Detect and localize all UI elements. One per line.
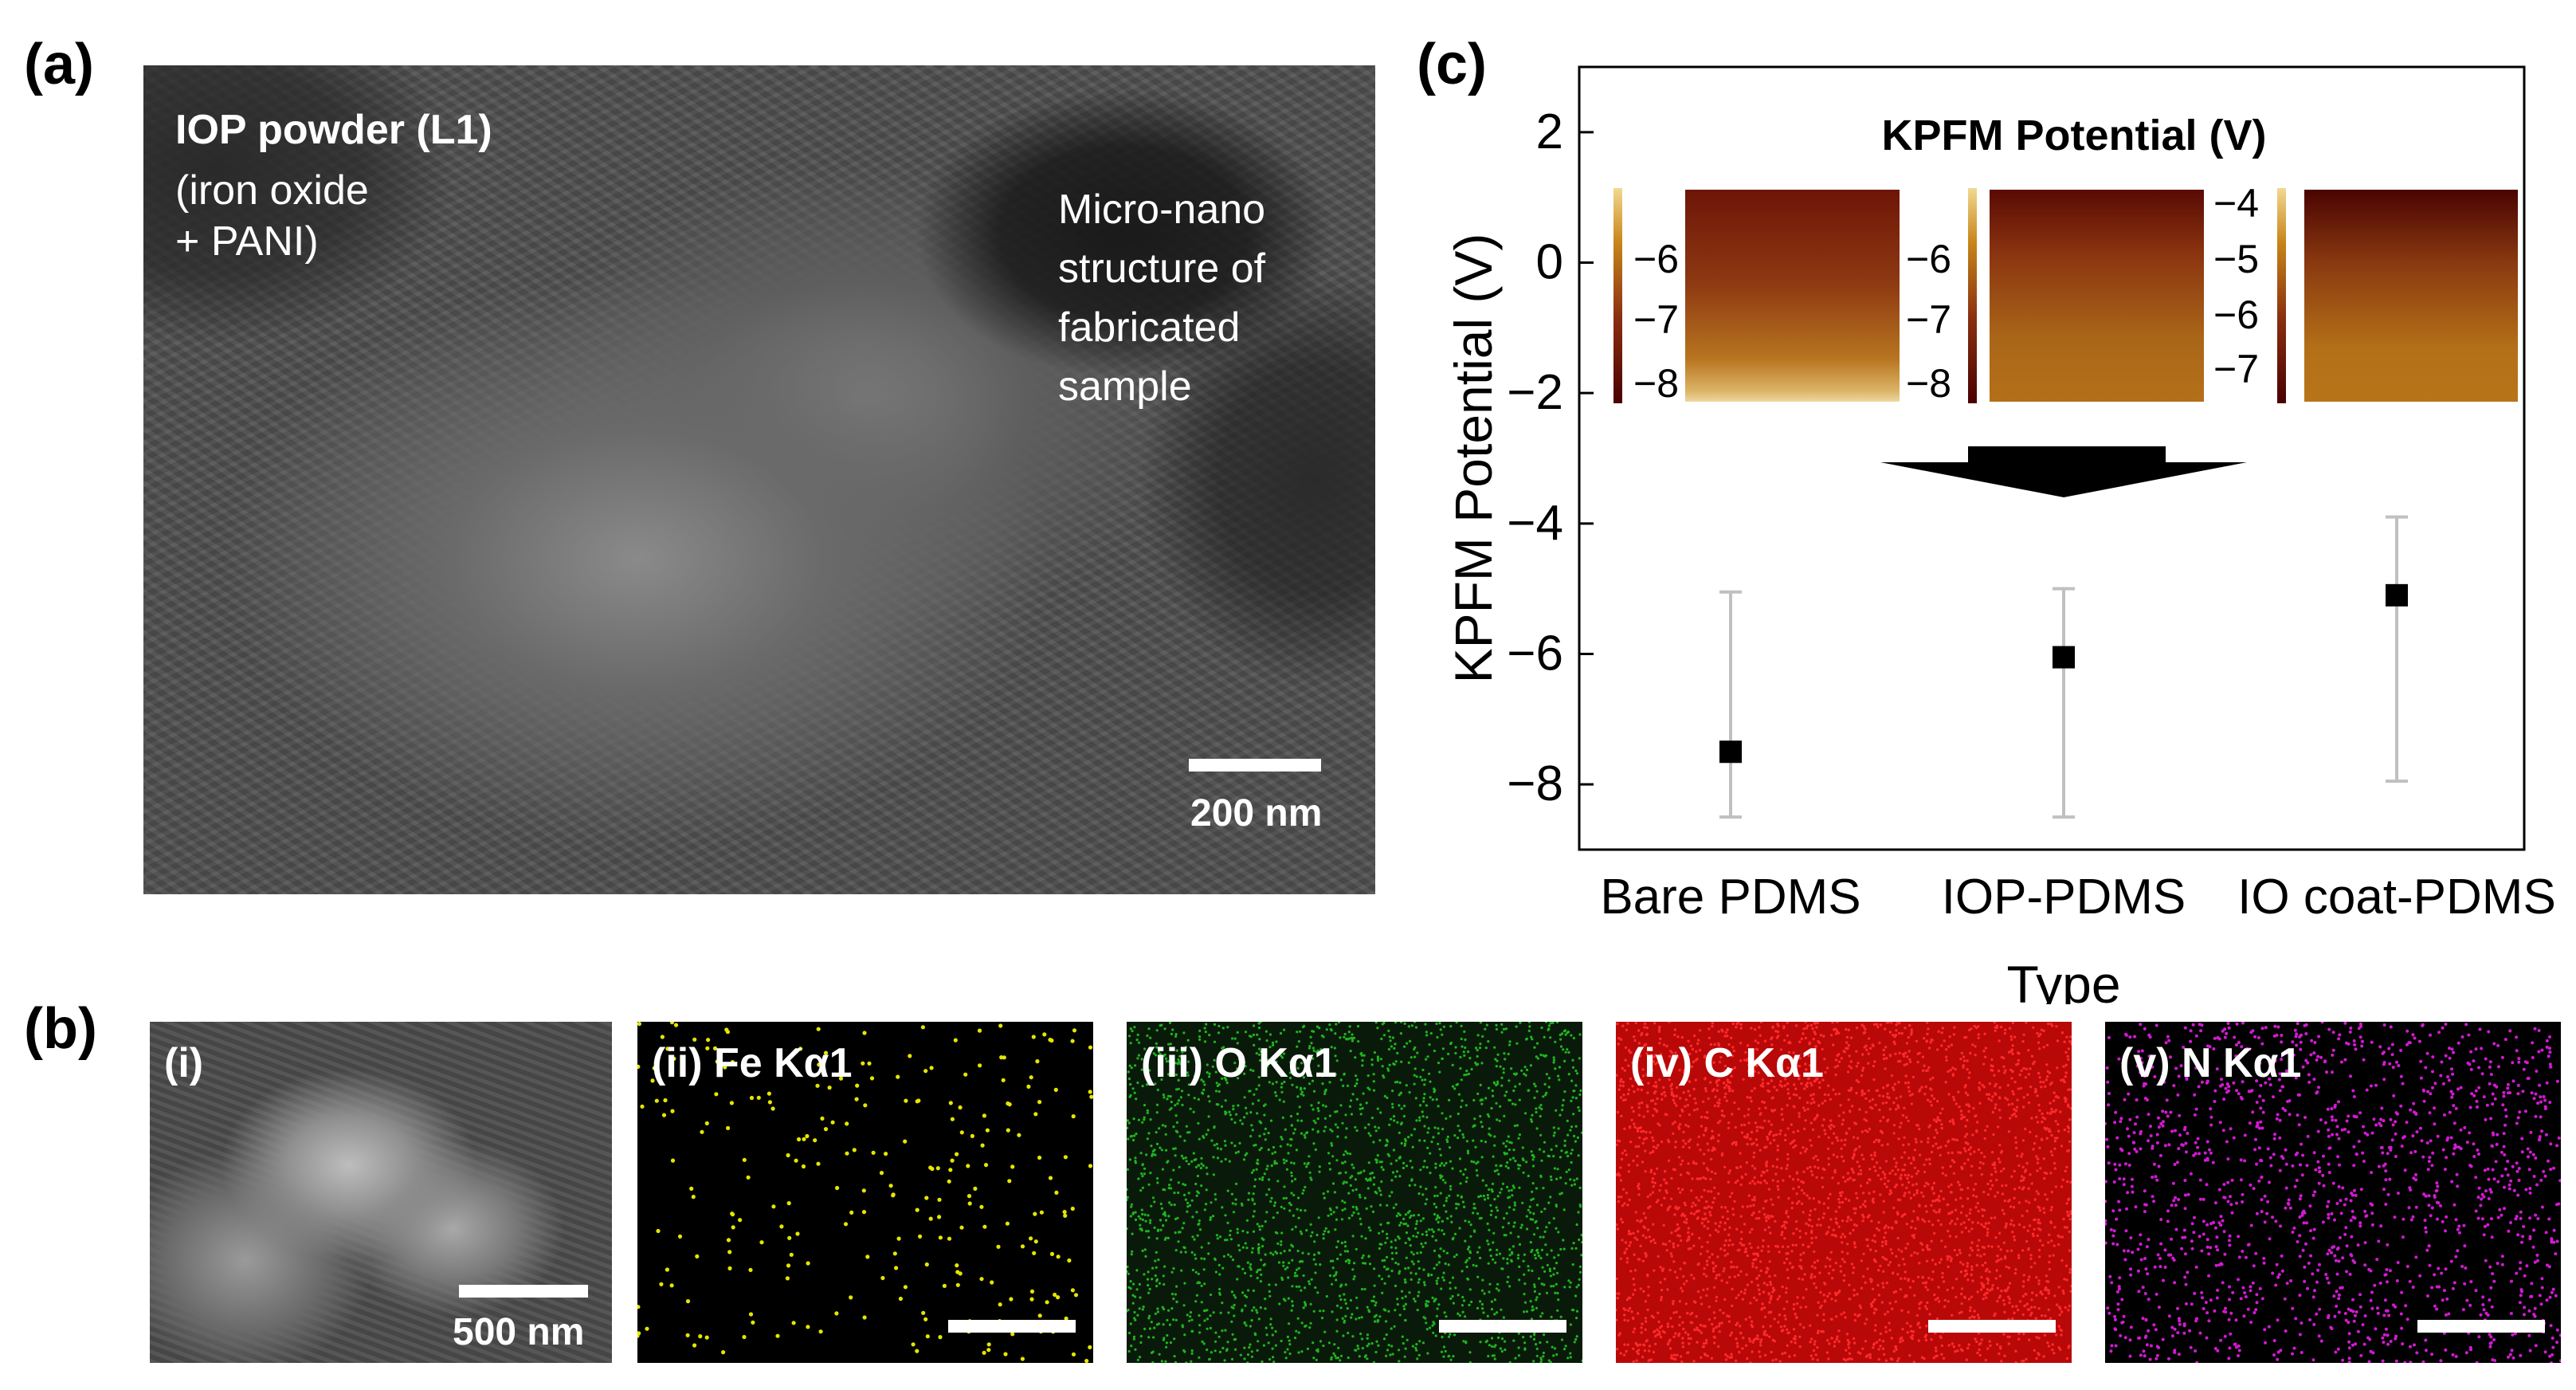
panel-c-letter: (c) bbox=[1417, 33, 1487, 96]
eds-tile-c: (iv) C Kα1 bbox=[1616, 1022, 2072, 1363]
colorbar-2 bbox=[1968, 188, 1977, 403]
sem-subtitle-1: (iron oxide bbox=[175, 167, 369, 214]
eds-tile-fe: (ii) Fe Kα1 bbox=[637, 1022, 1093, 1363]
scale-bar-500nm bbox=[459, 1285, 588, 1298]
eds-tile-sem: (i) 500 nm bbox=[150, 1022, 612, 1363]
panel-b-letter: (b) bbox=[24, 997, 97, 1061]
eds-label-o: (iii) O Kα1 bbox=[1141, 1040, 1337, 1086]
data-point-marker bbox=[2386, 583, 2408, 607]
eds-tile-n: (v) N Kα1 bbox=[2105, 1022, 2561, 1363]
data-point-marker bbox=[1719, 740, 1742, 764]
data-markers bbox=[1719, 583, 2408, 764]
kpfm-map-3 bbox=[2304, 190, 2518, 402]
scale-bar-n bbox=[2417, 1320, 2545, 1333]
colorbar-1 bbox=[1613, 188, 1622, 403]
y-axis-label: KPFM Potential (V) bbox=[1444, 234, 1503, 684]
inset-title: KPFM Potential (V) bbox=[1882, 112, 2267, 159]
y-tick-label: −2 bbox=[1507, 365, 1563, 420]
scale-label-500nm: 500 nm bbox=[453, 1311, 585, 1353]
y-axis-ticks: 2 0 −2 −4 −6 −8 bbox=[1507, 104, 1594, 811]
sem-note-4: sample bbox=[1058, 363, 1192, 410]
colorbar-2-tick: −6 bbox=[1906, 237, 1951, 281]
x-axis-label: Type bbox=[2006, 955, 2120, 1004]
sem-title: IOP powder (L1) bbox=[175, 107, 492, 153]
x-tick-label: Bare PDMS bbox=[1600, 870, 1860, 925]
eds-label-c: (iv) C Kα1 bbox=[1630, 1040, 1824, 1086]
kpfm-chart: 2 0 −2 −4 −6 −8 Bare PDMS IOP-PDMS IO coat-PDMS… bbox=[1444, 65, 2556, 1004]
x-tick-label: IO coat-PDMS bbox=[2237, 870, 2556, 925]
eds-dots-c bbox=[1616, 1022, 2072, 1363]
colorbar-2-tick: −8 bbox=[1906, 361, 1951, 406]
data-point-marker bbox=[2053, 646, 2075, 669]
plot-frame bbox=[1578, 65, 2526, 851]
colorbar-3-tick: −5 bbox=[2213, 237, 2259, 281]
eds-label-fe: (ii) Fe Kα1 bbox=[652, 1040, 853, 1086]
eds-label-sem: (i) bbox=[164, 1040, 204, 1086]
x-axis-ticks: Bare PDMS IOP-PDMS IO coat-PDMS bbox=[1600, 870, 2555, 925]
colorbar-3-tick: −4 bbox=[2213, 181, 2259, 226]
trend-arrow-icon bbox=[1880, 446, 2247, 497]
kpfm-map-1 bbox=[1685, 190, 1900, 402]
y-tick-label: 2 bbox=[1536, 104, 1563, 159]
y-tick-label: −8 bbox=[1507, 756, 1563, 811]
scale-bar-c bbox=[1928, 1320, 2056, 1333]
panel-a-letter: (a) bbox=[24, 33, 94, 96]
kpfm-map-io-coat-pdms: −4 −5 −6 −7 bbox=[2213, 181, 2518, 403]
y-tick-label: −6 bbox=[1507, 626, 1563, 681]
colorbar-3 bbox=[2277, 188, 2286, 403]
sem-note-1: Micro-nano bbox=[1058, 187, 1266, 233]
scale-label-200nm: 200 nm bbox=[1190, 792, 1323, 834]
colorbar-1-tick: −7 bbox=[1633, 297, 1679, 342]
scale-bar-200nm bbox=[1189, 759, 1321, 772]
scale-bar-o bbox=[1439, 1320, 1566, 1333]
colorbar-2-tick: −7 bbox=[1906, 297, 1951, 342]
colorbar-1-tick: −8 bbox=[1633, 361, 1679, 406]
kpfm-map-bare-pdms: −6 −7 −8 bbox=[1613, 188, 1900, 406]
eds-label-n: (v) N Kα1 bbox=[2119, 1040, 2302, 1086]
scale-bar-fe bbox=[948, 1320, 1076, 1333]
colorbar-1-tick: −6 bbox=[1633, 237, 1679, 281]
error-bars bbox=[1719, 515, 2408, 819]
y-tick-label: −4 bbox=[1507, 496, 1563, 551]
eds-tile-o: (iii) O Kα1 bbox=[1127, 1022, 1582, 1363]
eds-dots-o bbox=[1127, 1022, 1582, 1363]
kpfm-map-iop-pdms: −6 −7 −8 bbox=[1906, 188, 2204, 406]
colorbar-3-tick: −7 bbox=[2213, 347, 2259, 391]
eds-dots-n bbox=[2105, 1022, 2561, 1363]
sem-note-2: structure of bbox=[1058, 245, 1266, 292]
sem-subtitle-2: + PANI) bbox=[175, 218, 319, 265]
kpfm-map-2 bbox=[1990, 190, 2204, 402]
x-tick-label: IOP-PDMS bbox=[1942, 870, 2186, 925]
colorbar-3-tick: −6 bbox=[2213, 293, 2259, 337]
sem-note-3: fabricated bbox=[1058, 304, 1241, 351]
sem-image-iop-powder: IOP powder (L1) (iron oxide + PANI) Micr… bbox=[143, 65, 1375, 894]
y-tick-label: 0 bbox=[1536, 235, 1563, 290]
